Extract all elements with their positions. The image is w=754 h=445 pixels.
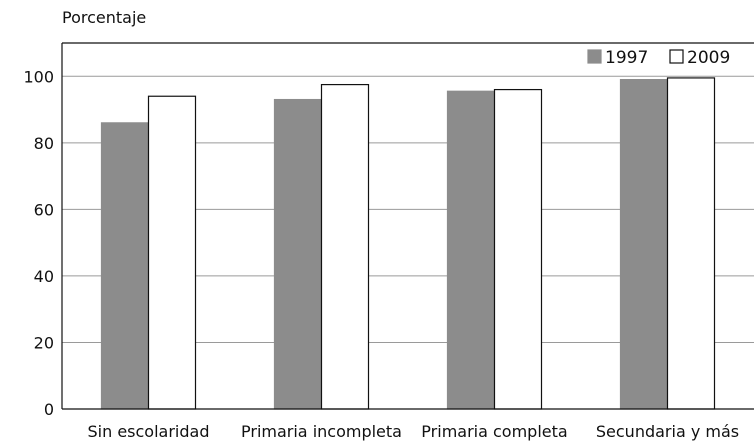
x-tick-label-0: Sin escolaridad: [88, 422, 210, 441]
bar-2009-2: [493, 88, 543, 410]
y-tick-label-60: 60: [34, 200, 54, 219]
x-tick-label-1: Primaria incompleta: [241, 422, 402, 441]
legend-swatch-1997: [587, 49, 602, 64]
y-tick-label-40: 40: [34, 267, 54, 286]
bar-1997-0: [100, 122, 150, 410]
legend-swatch-2009: [669, 49, 684, 64]
x-tick-label-3: Secundaria y más: [596, 422, 739, 441]
plot-frame: [61, 42, 754, 410]
bar-1997-1: [273, 98, 323, 410]
y-tick-label-0: 0: [44, 400, 54, 419]
x-tick-labels: Sin escolaridad Primaria incompleta Primar…: [88, 422, 740, 441]
y-tick-label-100: 100: [23, 67, 54, 86]
bar-2009-0: [147, 95, 197, 410]
legend-label-1997: 1997: [605, 48, 648, 68]
legend-label-2009: 2009: [687, 48, 730, 68]
y-tick-label-20: 20: [34, 333, 54, 352]
y-tick-label-80: 80: [34, 134, 54, 153]
bar-1997-3: [619, 78, 669, 410]
bar-1997-2: [446, 90, 496, 410]
x-tick-label-2: Primaria completa: [421, 422, 567, 441]
bar-2009-3: [666, 77, 716, 410]
y-tick-labels: 0 20 40 60 80 100: [23, 67, 54, 419]
legend: 1997 2009: [587, 48, 730, 68]
bar-2009-1: [320, 83, 370, 410]
bars: [100, 77, 716, 410]
y-axis-label: Porcentaje: [62, 8, 146, 27]
